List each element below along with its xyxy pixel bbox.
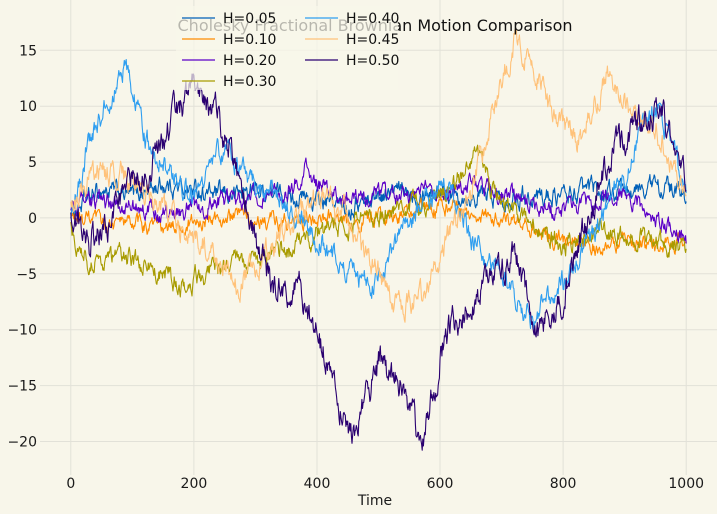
legend-entry: H=0.40 [346, 11, 399, 27]
legend-entry: H=0.10 [223, 32, 276, 48]
x-tick-label: 800 [550, 476, 577, 492]
legend-entry: H=0.50 [346, 53, 399, 69]
y-tick-label: 0 [28, 211, 37, 227]
y-tick-label: −5 [16, 267, 37, 283]
series-line-h-0-05 [70, 174, 687, 221]
x-tick-label: 200 [181, 476, 208, 492]
legend: H=0.05 H=0.10 H=0.20 H=0.30 H=0.40 H=0.45 H=0.… [176, 6, 399, 90]
y-tick-label: −20 [7, 435, 37, 451]
y-tick-label: 15 [19, 43, 37, 59]
legend-entry: H=0.45 [346, 32, 399, 48]
legend-background [176, 6, 398, 90]
x-tick-label: 600 [427, 476, 454, 492]
ticks: 0 200 400 600 800 1000 −20 −15 −10 −5 0 5 10 15 [7, 43, 704, 492]
x-axis-label: Time [357, 493, 392, 509]
legend-entry: H=0.20 [223, 53, 276, 69]
x-tick-label: 400 [304, 476, 331, 492]
x-tick-label: 1000 [668, 476, 704, 492]
series-line-h-0-40 [70, 58, 687, 331]
y-tick-label: −10 [7, 323, 37, 339]
series-line-h-0-20 [70, 157, 687, 244]
legend-entry: H=0.05 [223, 11, 276, 27]
series-group [70, 28, 687, 451]
series-line-h-0-45 [70, 28, 687, 323]
y-tick-label: 5 [28, 155, 37, 171]
x-tick-label: 0 [66, 476, 75, 492]
y-tick-label: −15 [7, 379, 37, 395]
legend-entry: H=0.30 [223, 74, 276, 90]
series-line-h-0-30 [70, 144, 687, 298]
series-line-h-0-50 [70, 73, 687, 451]
y-tick-label: 10 [19, 99, 37, 115]
